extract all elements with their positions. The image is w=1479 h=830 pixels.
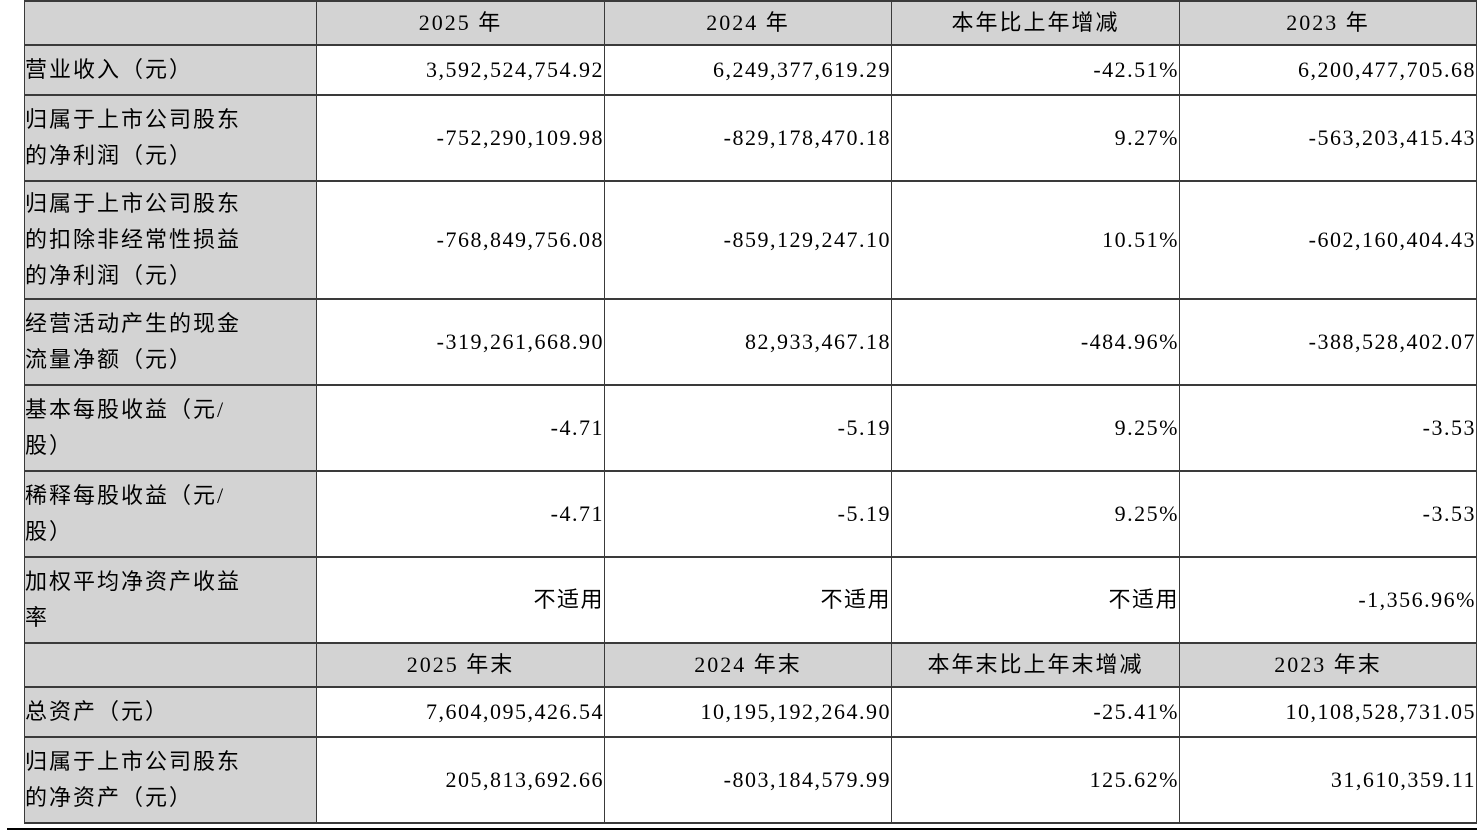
row-label: 归属于上市公司股东 的扣除非经常性损益 的净利润（元） [24, 180, 317, 300]
value-cell: -859,129,247.10 [604, 180, 892, 300]
value-cell: 31,610,359.11 [1179, 736, 1477, 824]
value-cell: -563,203,415.43 [1179, 94, 1477, 182]
value-cell: -484.96% [891, 298, 1180, 386]
value-cell: -5.19 [604, 384, 892, 472]
value-cell: 10,108,528,731.05 [1179, 686, 1477, 738]
table-row: 营业收入（元） 3,592,524,754.92 6,249,377,619.29-… [24, 44, 1477, 96]
column-header: 2025 年末 [316, 642, 605, 688]
column-header: 2024 年 [604, 0, 892, 46]
value-cell: 6,200,477,705.68 [1179, 44, 1477, 96]
value-cell: 不适用 [316, 556, 605, 644]
row-label: 加权平均净资产收益 率 [24, 556, 317, 644]
table-row: 归属于上市公司股东 的净资产（元） 205,813,692.66 -803,184,… [24, 736, 1477, 824]
column-header: 2025 年 [316, 0, 605, 46]
value-cell: 不适用 [604, 556, 892, 644]
value-cell: -768,849,756.08 [316, 180, 605, 300]
table-row: 基本每股收益（元/ 股） -4.71 -5.19 9.25% -3.53 [24, 384, 1477, 472]
value-cell: -319,261,668.90 [316, 298, 605, 386]
table-row: 总资产（元） 7,604,095,426.54 10,195,192,264.90-… [24, 686, 1477, 738]
value-cell: 9.27% [891, 94, 1180, 182]
column-header: 本年末比上年末增减 [891, 642, 1180, 688]
table-row: 加权平均净资产收益 率不适用 不适用 不适用 -1,356.96% [24, 556, 1477, 644]
value-cell: -3.53 [1179, 470, 1477, 558]
value-cell: 10,195,192,264.90 [604, 686, 892, 738]
value-cell: 7,604,095,426.54 [316, 686, 605, 738]
column-header: 2024 年末 [604, 642, 892, 688]
table-row: 经营活动产生的现金 流量净额（元） -319,261,668.90 82,933,4… [24, 298, 1477, 386]
value-cell: -3.53 [1179, 384, 1477, 472]
row-label: 归属于上市公司股东 的净资产（元） [24, 736, 317, 824]
column-header: 2023 年 [1179, 0, 1477, 46]
column-header: 本年比上年增减 [891, 0, 1180, 46]
value-cell: -4.71 [316, 384, 605, 472]
financial-highlights-table: 2025 年 2024 年本年比上年增减 2023 年营业收入（元） 3,592,52… [24, 0, 1477, 824]
value-cell: 82,933,467.18 [604, 298, 892, 386]
value-cell: 10.51% [891, 180, 1180, 300]
value-cell: 3,592,524,754.92 [316, 44, 605, 96]
table-row: 归属于上市公司股东 的扣除非经常性损益 的净利润（元） -768,849,756.… [24, 180, 1477, 300]
value-cell: 9.25% [891, 384, 1180, 472]
value-cell: -388,528,402.07 [1179, 298, 1477, 386]
value-cell: 205,813,692.66 [316, 736, 605, 824]
value-cell: 125.62% [891, 736, 1180, 824]
table-row: 归属于上市公司股东 的净利润（元） -752,290,109.98 -829,178… [24, 94, 1477, 182]
value-cell: -25.41% [891, 686, 1180, 738]
row-label: 营业收入（元） [24, 44, 317, 96]
value-cell: 不适用 [891, 556, 1180, 644]
value-cell: 9.25% [891, 470, 1180, 558]
table-bottom-rule [7, 828, 1477, 830]
value-cell: -1,356.96% [1179, 556, 1477, 644]
row-label: 经营活动产生的现金 流量净额（元） [24, 298, 317, 386]
value-cell: -752,290,109.98 [316, 94, 605, 182]
header-blank-cell [24, 0, 317, 46]
value-cell: -829,178,470.18 [604, 94, 892, 182]
table-row: 稀释每股收益（元/ 股） -4.71 -5.19 9.25% -3.53 [24, 470, 1477, 558]
row-label: 总资产（元） [24, 686, 317, 738]
header-blank-cell [24, 642, 317, 688]
value-cell: -4.71 [316, 470, 605, 558]
value-cell: -803,184,579.99 [604, 736, 892, 824]
table-header-row: 2025 年 2024 年本年比上年增减 2023 年 [24, 0, 1477, 46]
row-label: 基本每股收益（元/ 股） [24, 384, 317, 472]
row-label: 归属于上市公司股东 的净利润（元） [24, 94, 317, 182]
value-cell: 6,249,377,619.29 [604, 44, 892, 96]
row-label: 稀释每股收益（元/ 股） [24, 470, 317, 558]
value-cell: -42.51% [891, 44, 1180, 96]
column-header: 2023 年末 [1179, 642, 1477, 688]
value-cell: -5.19 [604, 470, 892, 558]
table-header-row: 2025 年末 2024 年末 本年末比上年末增减 2023 年末 [24, 642, 1477, 688]
value-cell: -602,160,404.43 [1179, 180, 1477, 300]
